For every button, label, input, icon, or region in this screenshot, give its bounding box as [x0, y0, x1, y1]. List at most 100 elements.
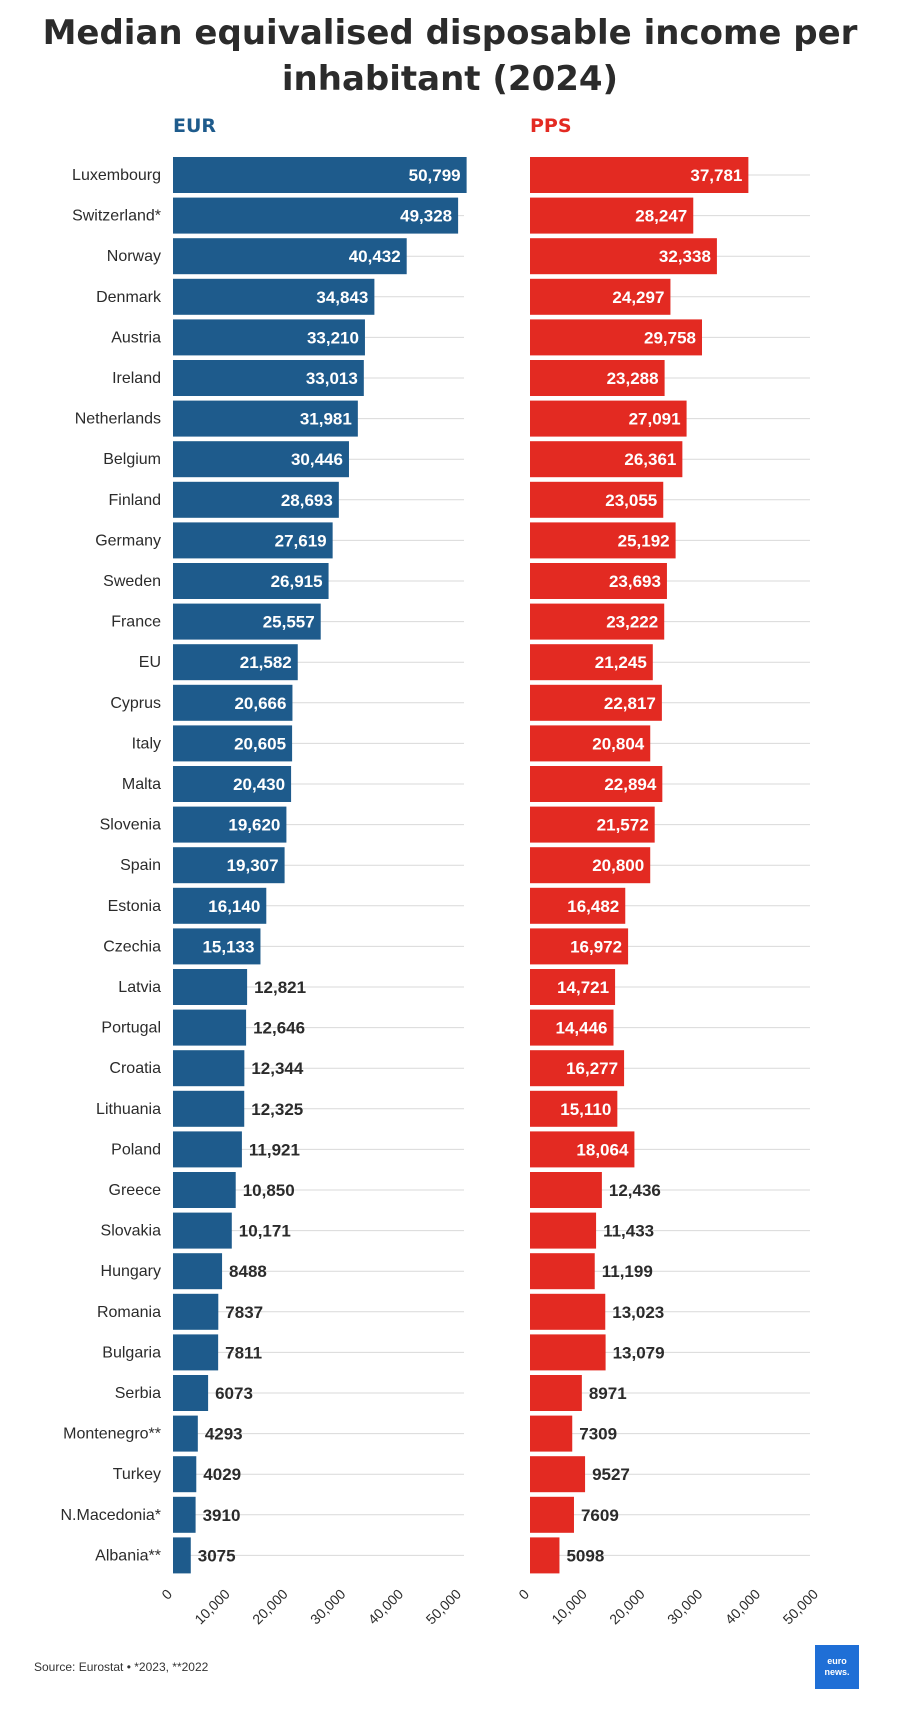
value-label-pps: 16,277 — [566, 1059, 618, 1078]
bar-eur — [173, 1415, 198, 1452]
category-label: Malta — [122, 776, 161, 793]
tick-label-eur: 10,000 — [191, 1586, 233, 1628]
bar-eur — [173, 684, 293, 721]
value-label-pps: 12,436 — [609, 1181, 661, 1200]
value-label-eur: 30,446 — [291, 450, 343, 469]
bar-pps — [530, 766, 663, 802]
value-label-pps: 16,972 — [570, 937, 622, 956]
value-label-eur: 16,140 — [208, 897, 260, 916]
category-label: Finland — [109, 492, 161, 509]
bar-pps — [530, 806, 655, 843]
bar-pps — [530, 847, 651, 884]
value-label-eur: 19,307 — [227, 856, 279, 875]
value-label-pps: 11,433 — [603, 1222, 654, 1241]
category-label: Hungary — [101, 1263, 161, 1280]
value-label-eur: 12,821 — [254, 978, 306, 997]
bar-pps — [530, 238, 717, 275]
bar-eur — [173, 969, 248, 1005]
value-label-eur: 27,619 — [275, 531, 327, 550]
chart-title: Median equivalised disposable income per… — [42, 13, 858, 99]
bar-pps — [530, 1456, 586, 1493]
value-label-pps: 5098 — [566, 1546, 604, 1565]
bar-eur — [173, 644, 298, 681]
category-label: Cyprus — [110, 695, 161, 712]
value-label-eur: 6073 — [215, 1384, 253, 1403]
value-label-eur: 12,646 — [253, 1019, 305, 1038]
value-label-pps: 23,055 — [605, 491, 657, 510]
category-label: Serbia — [115, 1385, 161, 1402]
value-label-pps: 37,781 — [690, 166, 742, 185]
value-label-pps: 20,800 — [592, 856, 644, 875]
value-label-pps: 18,064 — [576, 1140, 629, 1159]
bar-eur — [173, 1131, 242, 1168]
value-label-pps: 25,192 — [618, 531, 670, 550]
euronews-logo: euro news. — [815, 1645, 859, 1689]
value-label-pps: 20,804 — [592, 734, 645, 753]
bar-eur — [173, 1009, 247, 1046]
bar-eur — [173, 319, 365, 356]
value-label-pps: 21,572 — [597, 816, 649, 835]
value-label-pps: 28,247 — [635, 207, 687, 226]
bar-eur — [173, 1212, 232, 1249]
category-label: Belgium — [103, 451, 161, 468]
tick-label-pps: 30,000 — [664, 1586, 706, 1628]
category-label: Montenegro** — [63, 1426, 161, 1443]
bar-pps — [530, 1253, 595, 1290]
bar-pps — [530, 725, 651, 762]
value-label-pps: 14,721 — [557, 978, 609, 997]
bar-pps — [530, 969, 616, 1005]
value-label-eur: 40,432 — [349, 247, 401, 266]
bar-pps — [530, 563, 667, 599]
category-label: Albania** — [95, 1547, 161, 1564]
value-label-eur: 20,430 — [233, 775, 285, 794]
bar-pps — [530, 1293, 606, 1330]
bar-eur — [173, 238, 407, 275]
series-header-pps: PPS — [530, 115, 572, 137]
value-label-pps: 9527 — [592, 1465, 630, 1484]
bar-pps — [530, 1415, 573, 1452]
category-label: Bulgaria — [102, 1344, 161, 1361]
category-label: Greece — [109, 1182, 162, 1199]
category-label: France — [111, 614, 161, 631]
category-label: Netherlands — [75, 411, 161, 428]
bar-eur — [173, 1496, 196, 1533]
bar-eur — [173, 441, 349, 478]
bar-pps — [530, 157, 749, 193]
bar-pps — [530, 684, 662, 721]
bar-eur — [173, 928, 261, 965]
value-label-pps: 23,288 — [607, 369, 659, 388]
value-label-pps: 23,222 — [606, 613, 658, 632]
category-label: Denmark — [96, 289, 162, 306]
value-label-pps: 29,758 — [644, 328, 696, 347]
category-label: Luxembourg — [72, 167, 161, 184]
category-label: N.Macedonia* — [61, 1507, 162, 1524]
bar-eur — [173, 1090, 245, 1127]
value-label-pps: 24,297 — [612, 288, 664, 307]
tick-label-eur: 0 — [158, 1586, 175, 1603]
bar-eur — [173, 563, 329, 599]
bar-eur — [173, 481, 339, 518]
bar-pps — [530, 522, 676, 559]
category-label: Croatia — [109, 1060, 161, 1077]
value-label-eur: 31,981 — [300, 410, 352, 429]
category-label: Norway — [107, 248, 161, 265]
value-label-eur: 21,582 — [240, 653, 292, 672]
value-label-pps: 13,023 — [612, 1303, 664, 1322]
category-label: Latvia — [118, 979, 161, 996]
bar-pps — [530, 1537, 560, 1574]
category-label: Switzerland* — [72, 208, 161, 225]
value-label-pps: 23,693 — [609, 572, 661, 591]
category-label: Poland — [111, 1141, 161, 1158]
bar-pps — [530, 360, 665, 396]
value-label-eur: 4029 — [203, 1465, 241, 1484]
value-label-eur: 26,915 — [271, 572, 323, 591]
bar-pps — [530, 887, 626, 924]
value-label-pps: 14,446 — [555, 1019, 607, 1038]
tick-label-eur: 40,000 — [365, 1586, 407, 1628]
bar-eur — [173, 360, 364, 396]
bar-pps — [530, 928, 629, 965]
value-label-eur: 3075 — [198, 1546, 236, 1565]
value-label-pps: 21,245 — [595, 653, 647, 672]
bar-pps — [530, 603, 665, 640]
